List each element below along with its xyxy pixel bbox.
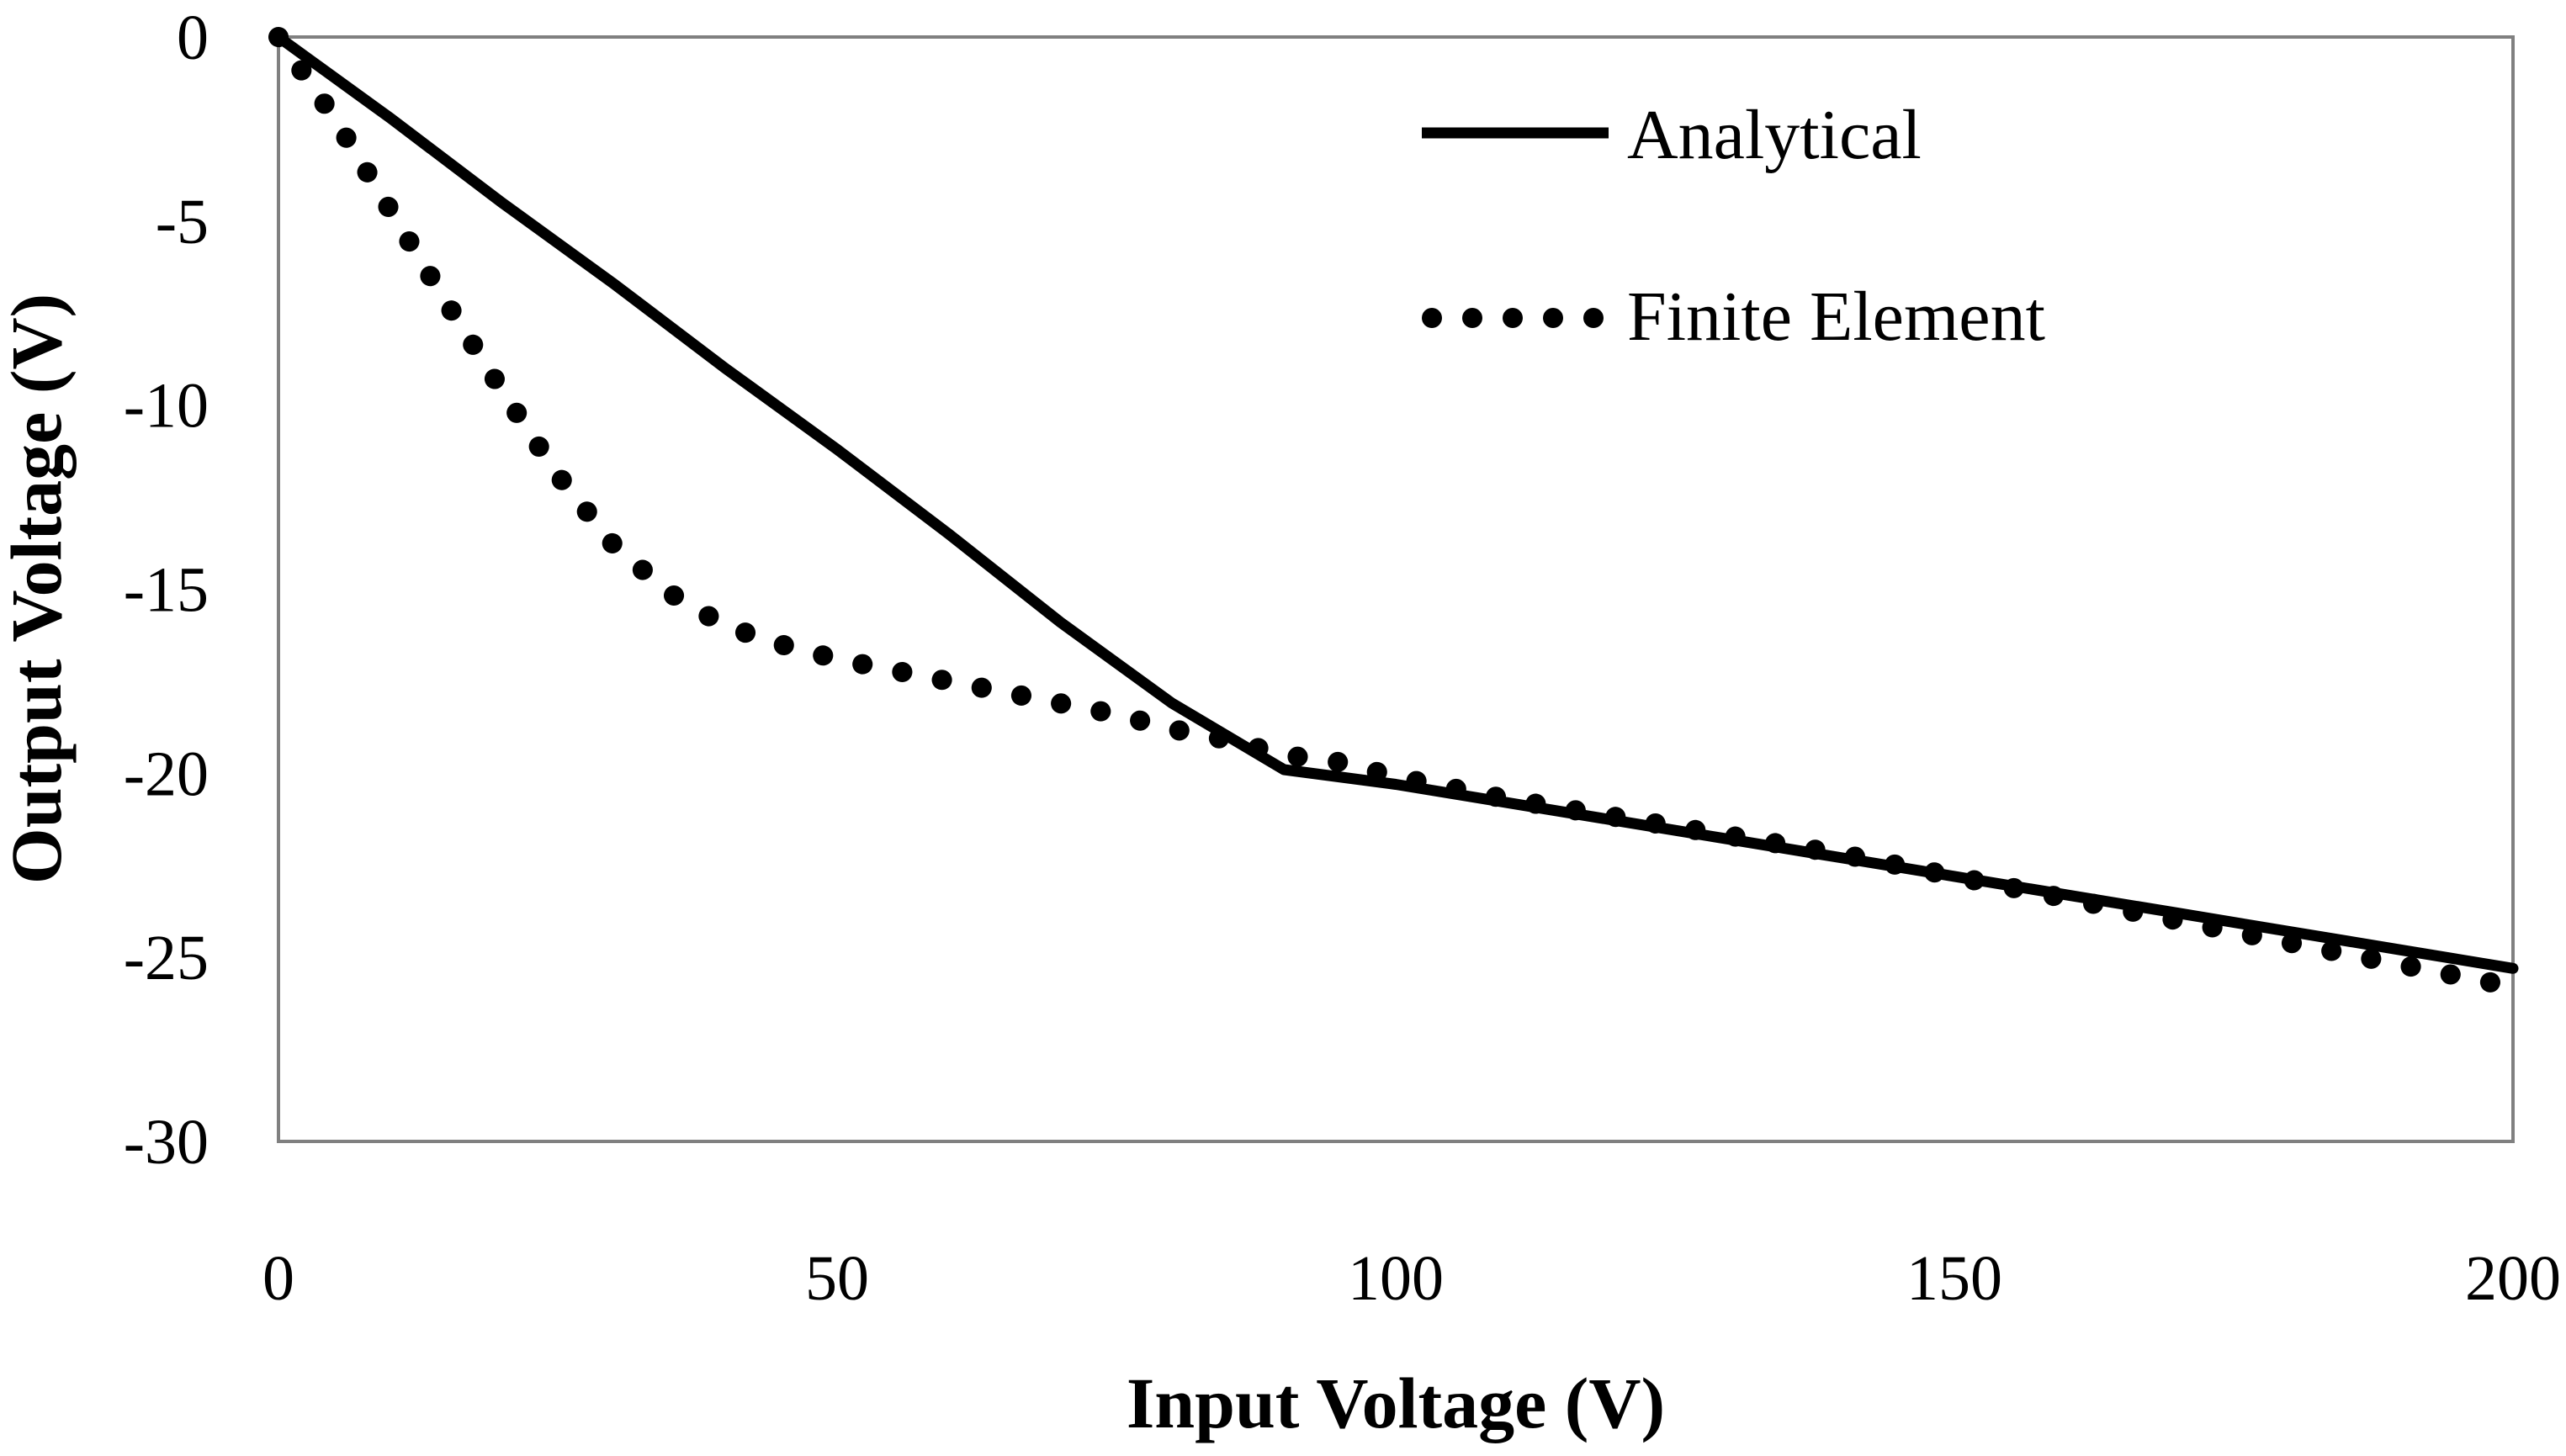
legend-swatch-finite-element (1422, 308, 1604, 328)
legend-label-finite-element: Finite Element (1627, 278, 2045, 356)
legend-dot (1503, 308, 1523, 328)
y-tick-label: -30 (124, 1107, 209, 1178)
y-tick-label: 0 (177, 3, 209, 73)
y-tick-label: -10 (124, 371, 209, 442)
y-tick-label: -20 (124, 739, 209, 809)
x-tick-label: 200 (2465, 1243, 2561, 1314)
legend-dot (1462, 308, 1482, 328)
series-layer (268, 27, 2523, 998)
x-tick-label: 50 (805, 1243, 869, 1314)
legend: Analytical Finite Element (1422, 96, 2045, 356)
x-axis-title: Input Voltage (V) (1127, 1363, 1665, 1443)
y-axis-ticks: 0 -5 -10 -15 -20 -25 -30 (124, 3, 209, 1178)
y-tick-label: -15 (124, 555, 209, 626)
legend-dot (1583, 308, 1604, 328)
y-axis-title: Output Voltage (V) (0, 294, 77, 884)
legend-dot (1422, 308, 1442, 328)
legend-dot (1543, 308, 1563, 328)
y-tick-label: -5 (156, 187, 209, 257)
x-axis-ticks: 0 50 100 150 200 (262, 1243, 2561, 1314)
x-tick-label: 150 (1906, 1243, 2002, 1314)
series-line-finite-element (268, 27, 2523, 998)
x-tick-label: 100 (1348, 1243, 1444, 1314)
legend-label-analytical: Analytical (1627, 96, 1922, 174)
y-tick-label: -25 (124, 923, 209, 993)
x-tick-label: 0 (262, 1243, 294, 1314)
plot-area (277, 35, 2515, 1143)
